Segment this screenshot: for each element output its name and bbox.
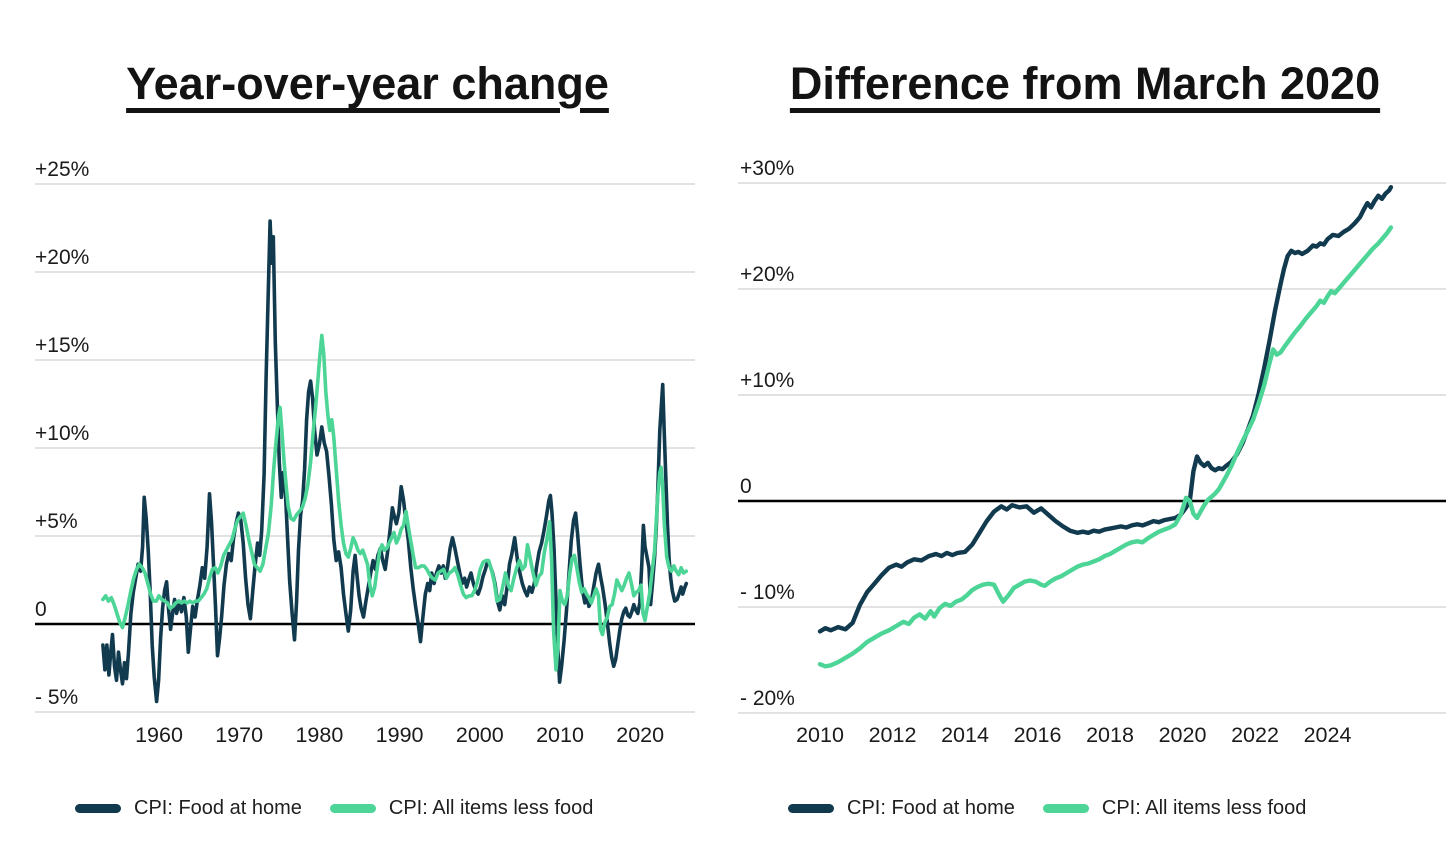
y-axis-tick-label: +20% (740, 263, 794, 286)
legend-item-all-items-less-food: CPI: All items less food (329, 797, 594, 820)
all-items-less-food-swatch-icon (329, 804, 376, 813)
y-axis-tick-label: +15% (35, 334, 89, 357)
series-line-food-at-home (817, 184, 1394, 634)
y-axis-tick-label: +20% (35, 246, 89, 269)
food-at-home-swatch-icon (788, 804, 834, 813)
x-axis-tick-label: 2014 (941, 723, 989, 747)
y-axis-tick-label: 0 (740, 475, 752, 498)
legend-item-all-items-less-food: CPI: All items less food (1042, 797, 1307, 820)
x-axis-tick-label: 2020 (1159, 723, 1207, 747)
x-axis-tick-label: 1960 (135, 723, 183, 747)
x-axis-tick-label: 2016 (1014, 723, 1062, 747)
y-axis-tick-label: 0 (35, 598, 47, 621)
legend-item-food-at-home: CPI: Food at home (75, 797, 302, 820)
series-line-all-items-less-food (101, 333, 689, 672)
x-axis-tick-label: 2000 (456, 723, 504, 747)
x-axis-tick-label: 2018 (1086, 723, 1134, 747)
series-line-all-items-less-food (817, 225, 1394, 669)
legend-item-food-at-home: CPI: Food at home (788, 797, 1015, 820)
x-axis-tick-label: 1970 (215, 723, 263, 747)
x-axis-tick-label: 1980 (295, 723, 343, 747)
y-axis-tick-label: - 20% (740, 687, 795, 710)
y-axis-tick-label: +10% (740, 369, 794, 392)
left-chart-legend: CPI: Food at home CPI: All items less fo… (75, 797, 593, 820)
food-at-home-swatch-icon (75, 804, 121, 813)
left-chart-title: Year-over-year change (126, 58, 609, 109)
right-chart-title: Difference from March 2020 (789, 58, 1381, 109)
x-axis-tick-label: 2024 (1304, 723, 1352, 747)
legend-label-all-items-less-food: CPI: All items less food (388, 797, 594, 819)
x-axis-tick-label: 2020 (616, 723, 664, 747)
legend-label-all-items-less-food: CPI: All items less food (1101, 797, 1307, 819)
y-axis-tick-label: - 10% (740, 581, 795, 604)
legend-label-food-at-home: CPI: Food at home (847, 797, 1015, 819)
legend-label-food-at-home: CPI: Food at home (134, 797, 302, 819)
right-chart-legend: CPI: Food at home CPI: All items less fo… (788, 797, 1306, 820)
y-axis-tick-label: +5% (35, 510, 78, 533)
x-axis-tick-label: 1990 (376, 723, 424, 747)
series-line-food-at-home (101, 219, 689, 704)
y-axis-tick-label: +30% (740, 157, 794, 180)
y-axis-tick-label: - 5% (35, 686, 78, 709)
all-items-less-food-swatch-icon (1042, 804, 1089, 813)
x-axis-tick-label: 2010 (796, 723, 844, 747)
x-axis-tick-label: 2010 (536, 723, 584, 747)
x-axis-tick-label: 2012 (869, 723, 917, 747)
y-axis-tick-label: +25% (35, 158, 89, 181)
x-axis-tick-label: 2022 (1231, 723, 1279, 747)
y-axis-tick-label: +10% (35, 422, 89, 445)
